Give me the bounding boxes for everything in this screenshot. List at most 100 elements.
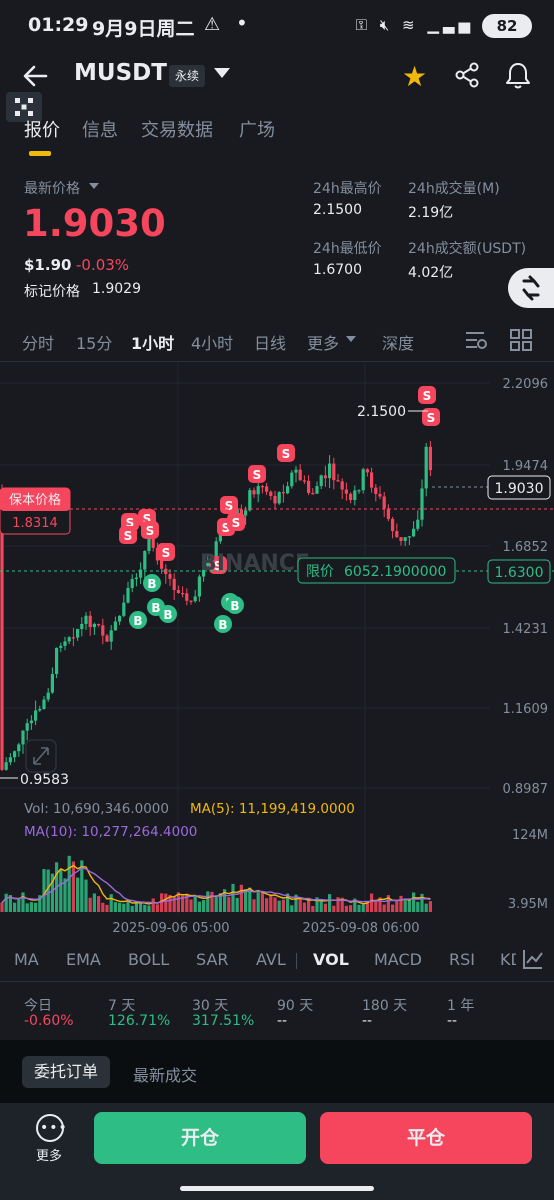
candle-body — [168, 574, 172, 579]
expand-icon — [33, 747, 49, 765]
candle-body — [126, 588, 130, 603]
candle-body — [193, 596, 197, 602]
divider — [0, 361, 554, 362]
interval-daily[interactable]: 日线 — [254, 334, 287, 353]
last-price-caret-icon[interactable] — [89, 183, 99, 189]
bell-icon[interactable] — [503, 60, 533, 90]
volume-bar — [311, 905, 315, 912]
candle-body — [239, 509, 243, 516]
volume-bar — [84, 879, 88, 912]
volume-bar — [298, 899, 302, 912]
indicator-avl[interactable]: AVL — [256, 950, 286, 969]
candle-body — [134, 577, 138, 580]
candle-body — [63, 641, 67, 646]
share-icon[interactable] — [452, 60, 482, 90]
candle-body — [374, 487, 378, 495]
tab-recent-trades[interactable]: 最新成交 — [133, 1066, 198, 1085]
y-axis-label: 1.4231 — [503, 622, 549, 637]
volume-bar — [290, 905, 294, 912]
symbol-title[interactable]: MUSDT — [74, 60, 167, 86]
volume-bar — [391, 904, 395, 912]
last-price-label[interactable]: 最新价格 — [24, 181, 80, 197]
indicator-boll[interactable]: BOLL — [128, 950, 170, 969]
candle-body — [399, 537, 403, 541]
ma5-legend: MA(5): 11,199,419.0000 — [190, 801, 355, 817]
volume-bar — [294, 894, 298, 912]
indicator-macd[interactable]: MACD — [374, 950, 422, 969]
indicator-chart-icon[interactable] — [522, 948, 544, 970]
candle-body — [88, 615, 92, 628]
candle-body — [139, 569, 143, 578]
candle-body — [97, 623, 101, 626]
buy-marker-letter: B — [147, 577, 156, 591]
more-label[interactable]: 更多 — [36, 1149, 63, 1164]
indicator-sar[interactable]: SAR — [196, 950, 229, 969]
volume-bar — [113, 902, 117, 912]
volume-bar — [256, 892, 260, 912]
interval-depth[interactable]: 深度 — [382, 334, 415, 353]
volume-bar — [328, 894, 332, 912]
more-caret-icon[interactable] — [346, 336, 356, 342]
candle-body — [21, 730, 25, 745]
high-marker: 2.1500 — [357, 404, 406, 420]
breakeven-label: 保本价格 — [9, 492, 61, 508]
interval-more[interactable]: 更多 — [307, 334, 340, 353]
candle-body — [0, 490, 4, 770]
last-price: 1.9030 — [23, 202, 166, 245]
volume-bar — [214, 896, 218, 912]
close-position-button[interactable]: 平仓 — [320, 1112, 532, 1164]
volume-bar — [382, 904, 386, 912]
candle-body — [290, 472, 294, 487]
tab-open-orders[interactable]: 委托订单 — [22, 1056, 110, 1088]
interval-15m[interactable]: 15分 — [76, 334, 113, 353]
symbol-dropdown-caret-icon[interactable] — [214, 68, 230, 78]
volume-bar — [307, 897, 311, 912]
indicator-rsi[interactable]: RSI — [449, 950, 475, 969]
indicator-ma[interactable]: MA — [14, 950, 39, 969]
indicator-kd[interactable]: KD — [500, 950, 516, 969]
candle-body — [391, 518, 395, 532]
qr-code-icon[interactable] — [6, 92, 42, 122]
indicator-ema[interactable]: EMA — [66, 950, 101, 969]
volume-bar — [428, 901, 432, 912]
back-arrow-icon[interactable] — [20, 60, 52, 92]
interval-1h[interactable]: 1小时 — [131, 334, 175, 353]
tab-square[interactable]: 广场 — [239, 120, 275, 141]
sell-marker-letter: S — [427, 411, 436, 425]
volume-bar — [139, 902, 143, 912]
turnover-24h-label: 24h成交额(USDT) — [408, 241, 527, 257]
contract-type-badge: 永续 — [169, 65, 205, 87]
interval-4h[interactable]: 4小时 — [191, 334, 234, 353]
favorite-star-icon[interactable]: ★ — [402, 60, 428, 93]
perf-label: 30 天 — [192, 998, 229, 1014]
low-24h-value: 1.6700 — [313, 262, 362, 278]
volume-bar — [281, 899, 285, 912]
volume-bar — [344, 905, 348, 912]
volume-bar — [407, 899, 411, 912]
tab-info[interactable]: 信息 — [82, 120, 118, 141]
volume-bar — [386, 895, 390, 912]
limit-order-label: 限价 — [306, 564, 334, 580]
sell-marker-letter: S — [423, 389, 432, 403]
floating-swap-icon[interactable] — [508, 268, 554, 308]
sell-marker-letter: S — [146, 524, 155, 538]
candle-body — [332, 463, 336, 481]
indicator-vol[interactable]: VOL — [313, 950, 349, 969]
chart-settings-icon[interactable] — [464, 328, 488, 352]
open-position-button[interactable]: 开仓 — [94, 1112, 306, 1164]
tab-trading-data[interactable]: 交易数据 — [141, 120, 213, 141]
candle-body — [214, 541, 218, 561]
more-icon[interactable] — [36, 1114, 64, 1142]
x-axis-label: 2025-09-06 05:00 — [112, 921, 229, 936]
volume-bar — [223, 889, 227, 912]
volume-bar — [17, 899, 21, 912]
interval-time-share[interactable]: 分时 — [22, 334, 55, 353]
volume-bar — [63, 878, 67, 912]
layout-grid-icon[interactable] — [509, 328, 533, 352]
limit-order-tag[interactable] — [297, 557, 456, 584]
candle-body — [382, 496, 386, 509]
volume-bar — [336, 897, 340, 912]
tab-quote[interactable]: 报价 — [24, 120, 60, 141]
volume-bar — [227, 897, 231, 912]
